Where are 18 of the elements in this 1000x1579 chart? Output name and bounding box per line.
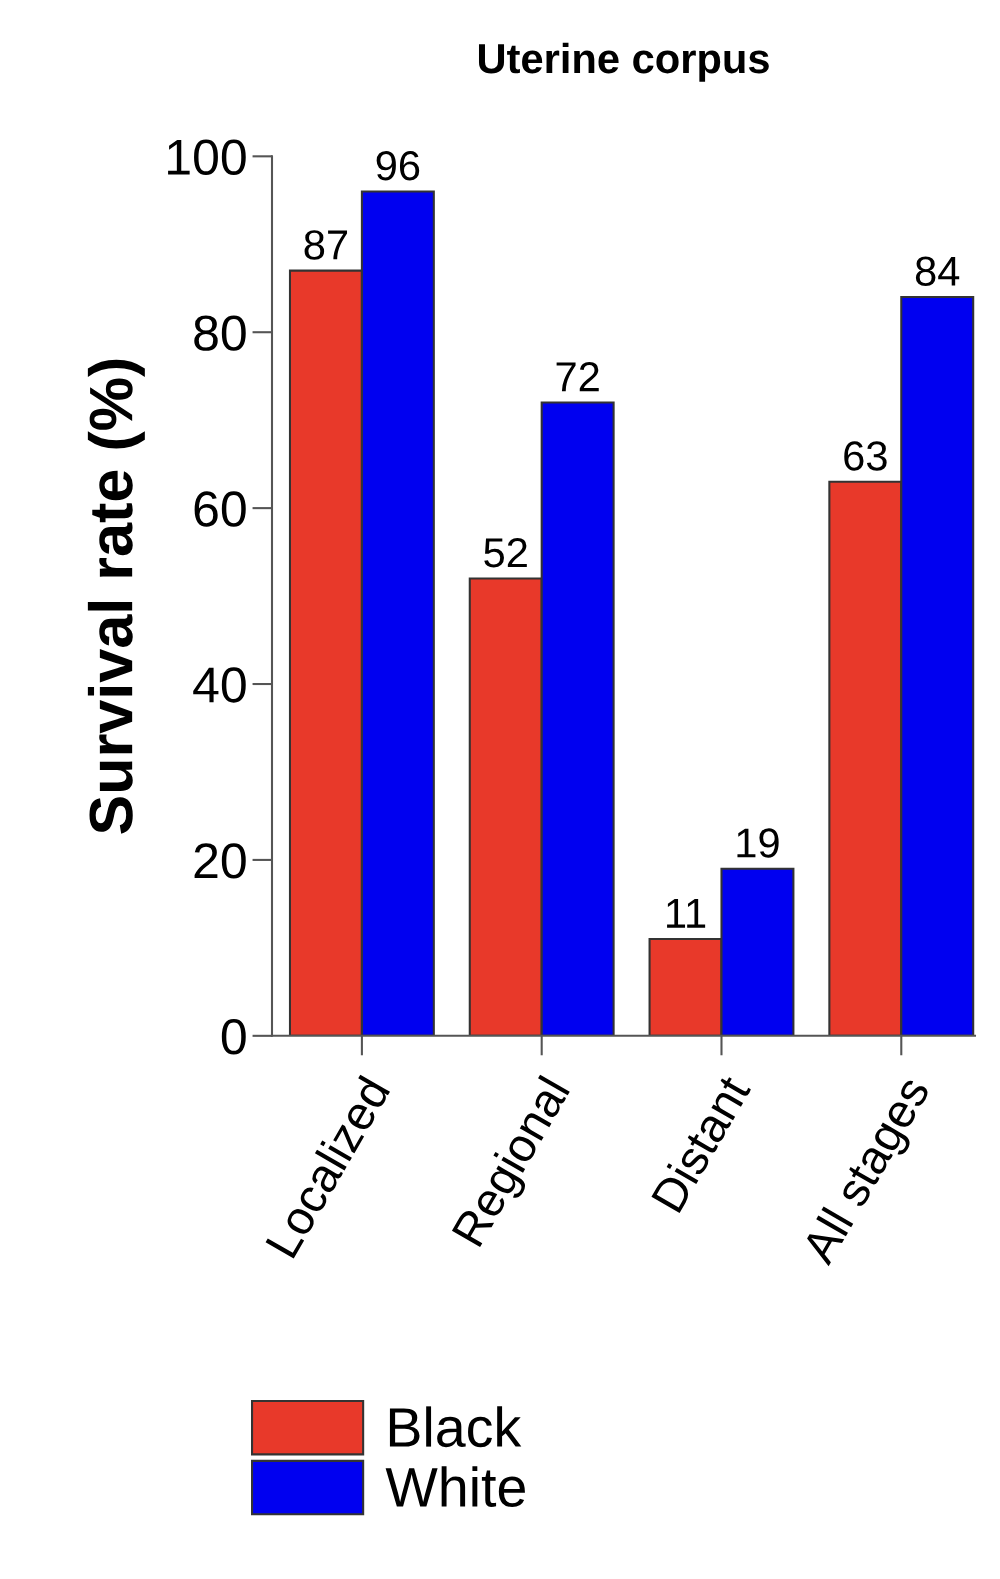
data-label: 19 xyxy=(737,828,779,858)
y-tick-label: 60 xyxy=(194,491,246,527)
chart-title: Uterine corpus xyxy=(478,42,769,82)
data-label: 84 xyxy=(915,256,960,287)
y-tick-label: 80 xyxy=(194,315,246,351)
y-axis-title: Survival rate (%) xyxy=(87,359,145,834)
legend-label: Black xyxy=(389,1406,522,1448)
y-tick-label: 0 xyxy=(221,1019,246,1055)
y-tick-label: 20 xyxy=(194,843,246,879)
y-tick-label: 40 xyxy=(193,667,246,703)
legend-label: White xyxy=(385,1466,525,1508)
data-label: 52 xyxy=(484,537,527,568)
data-label: 11 xyxy=(667,898,706,928)
y-tick-label: 100 xyxy=(168,139,246,175)
data-label: 63 xyxy=(844,441,887,471)
data-label: 96 xyxy=(376,150,420,181)
data-label: 87 xyxy=(304,230,348,260)
data-label: 72 xyxy=(556,362,599,392)
